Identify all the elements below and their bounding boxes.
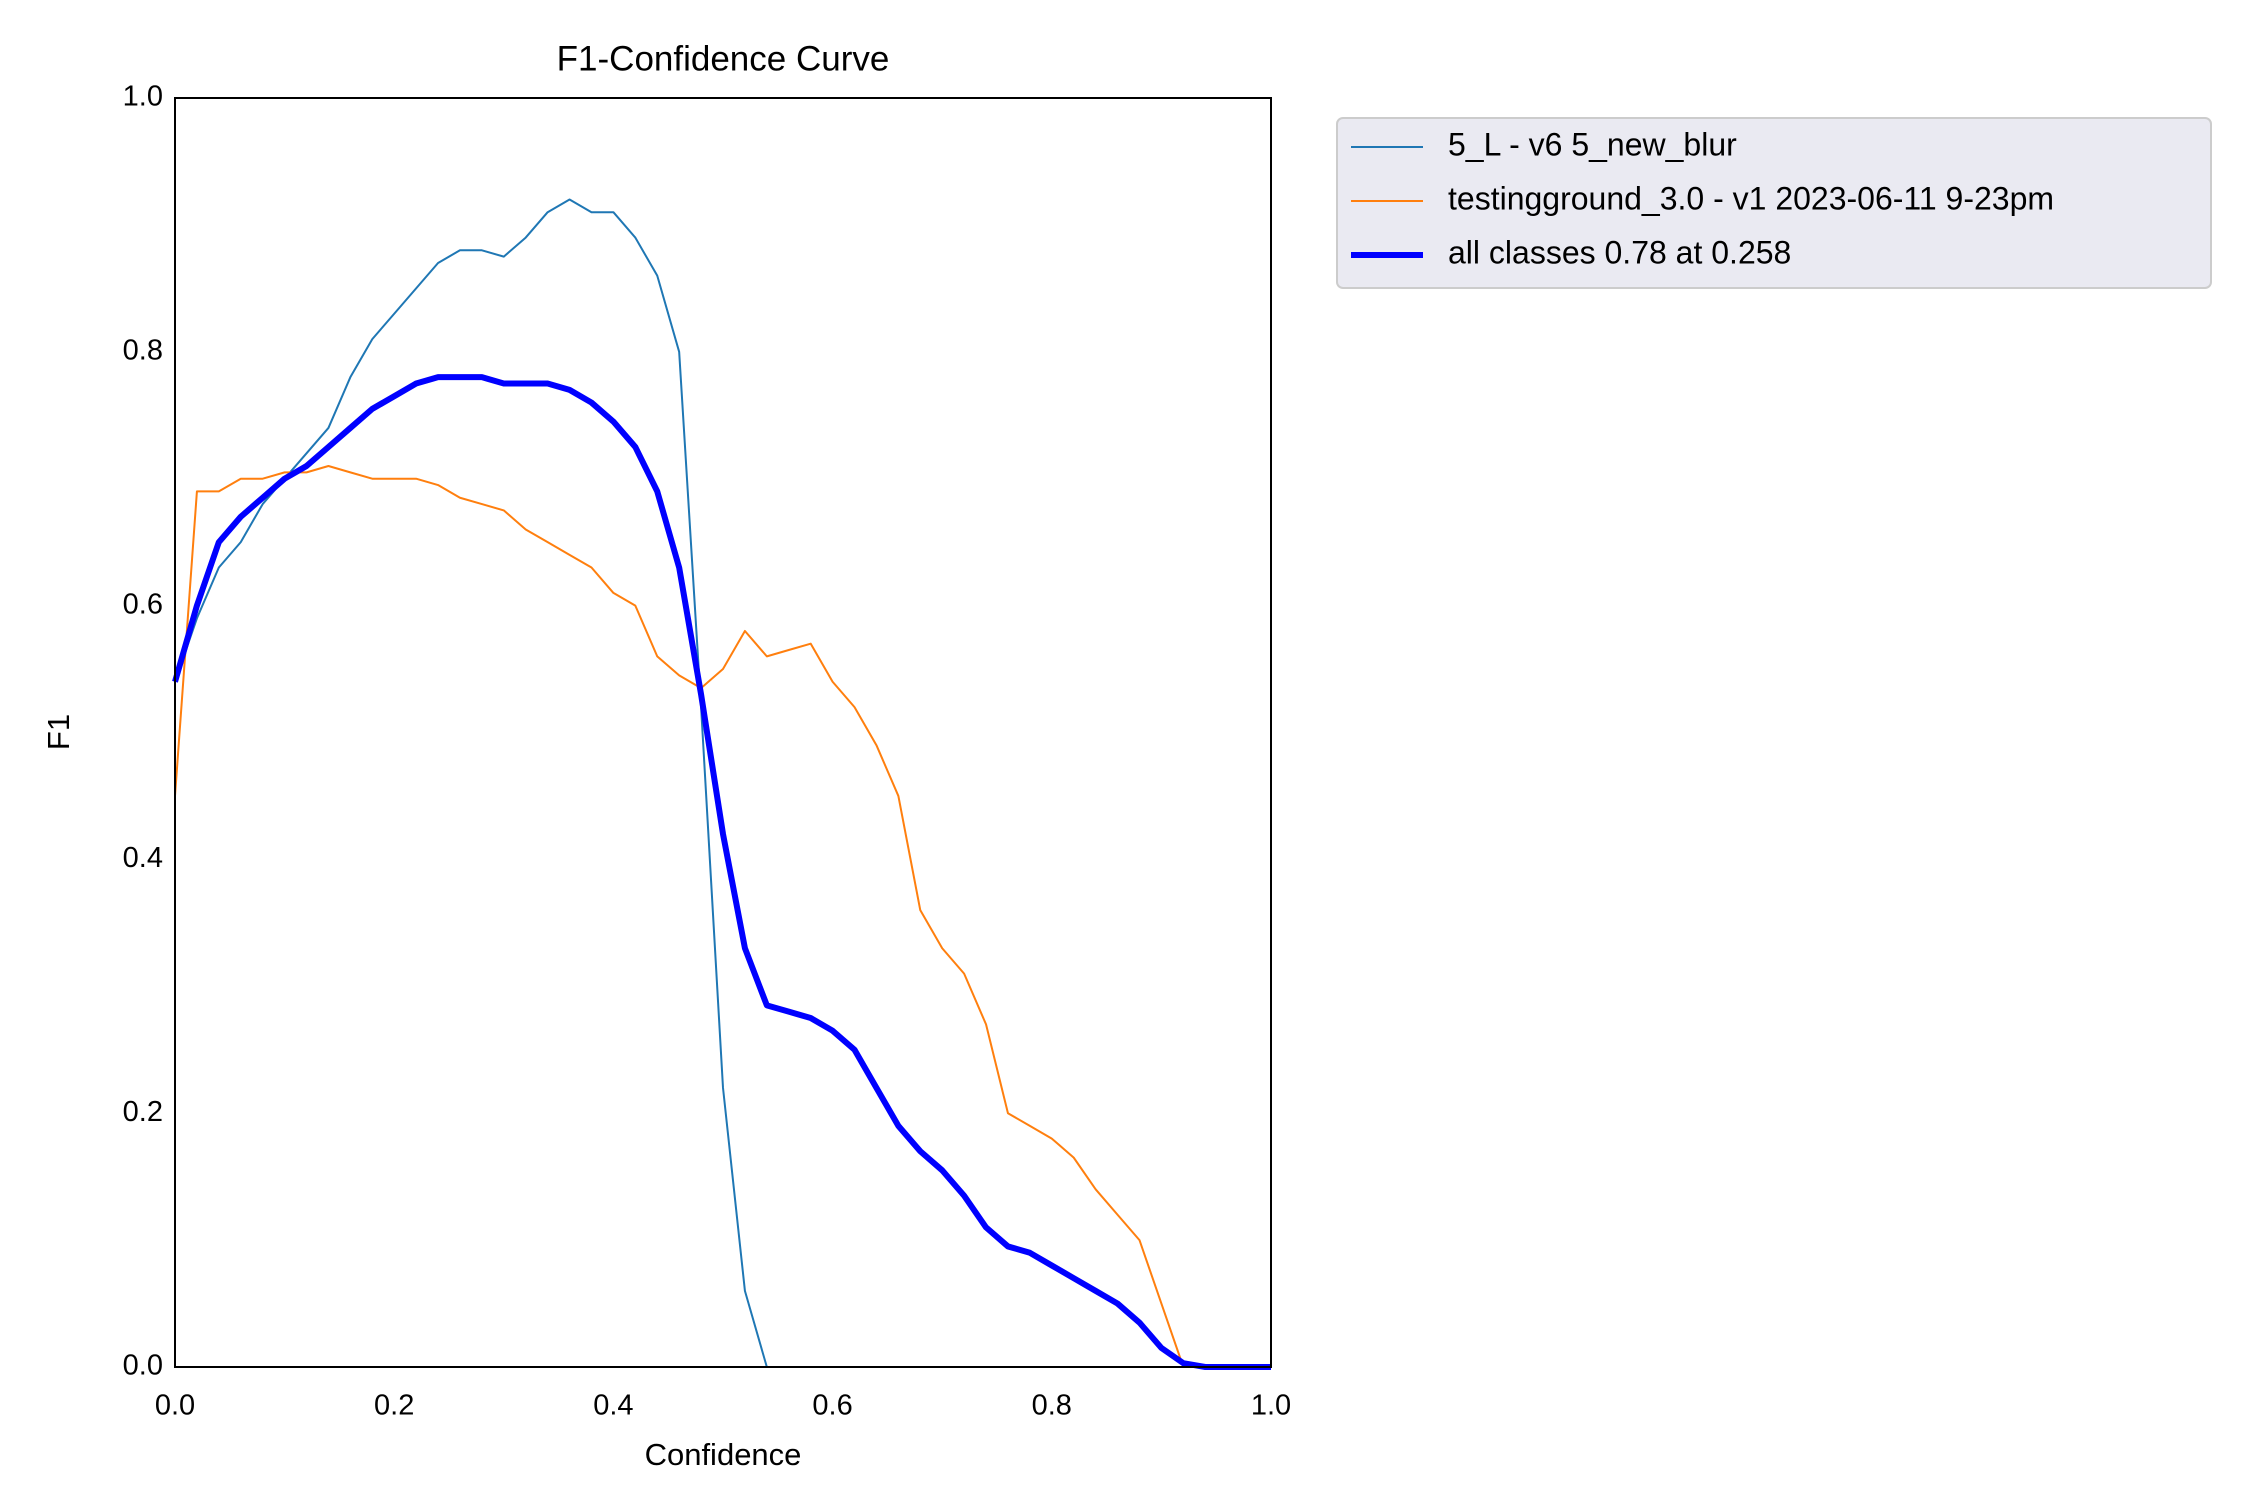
x-tick-label: 0.2 bbox=[374, 1390, 414, 1422]
y-tick-label: 1.0 bbox=[123, 81, 163, 113]
series-line bbox=[172, 374, 1271, 1370]
y-tick-label: 0.4 bbox=[123, 842, 163, 874]
series-line bbox=[174, 465, 1271, 1368]
x-axis-label: Confidence bbox=[645, 1437, 802, 1472]
y-tick-label: 0.6 bbox=[123, 588, 163, 620]
chart-title: F1-Confidence Curve bbox=[557, 39, 890, 78]
y-tick-label: 0.2 bbox=[123, 1096, 163, 1128]
x-tick-label: 0.4 bbox=[593, 1390, 633, 1422]
legend-label: all classes 0.78 at 0.258 bbox=[1448, 234, 1791, 270]
y-axis-label: F1 bbox=[41, 714, 76, 750]
x-tick-label: 0.6 bbox=[812, 1390, 852, 1422]
plot-frame bbox=[174, 97, 1272, 1368]
legend-box bbox=[1336, 117, 2212, 289]
y-tick-label: 0.8 bbox=[123, 334, 163, 366]
x-tick-label: 0.8 bbox=[1032, 1390, 1072, 1422]
x-tick-label: 0.0 bbox=[155, 1390, 195, 1422]
x-tick-label: 1.0 bbox=[1251, 1390, 1291, 1422]
legend: 5_L - v6 5_new_blur testingground_3.0 - v… bbox=[1336, 117, 2212, 289]
series-line bbox=[174, 198, 1271, 1368]
legend-label: testingground_3.0 - v1 2023-06-11 9-23pm bbox=[1448, 180, 2054, 216]
y-tick-label: 0.0 bbox=[123, 1350, 163, 1382]
legend-label: 5_L - v6 5_new_blur bbox=[1448, 126, 1737, 162]
